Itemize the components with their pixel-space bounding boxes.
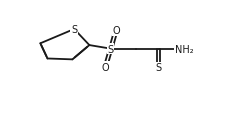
Text: S: S <box>107 44 113 54</box>
Text: S: S <box>155 63 161 73</box>
Text: NH₂: NH₂ <box>174 44 192 54</box>
Text: S: S <box>71 25 77 35</box>
Text: O: O <box>112 26 119 36</box>
Text: O: O <box>101 62 109 72</box>
